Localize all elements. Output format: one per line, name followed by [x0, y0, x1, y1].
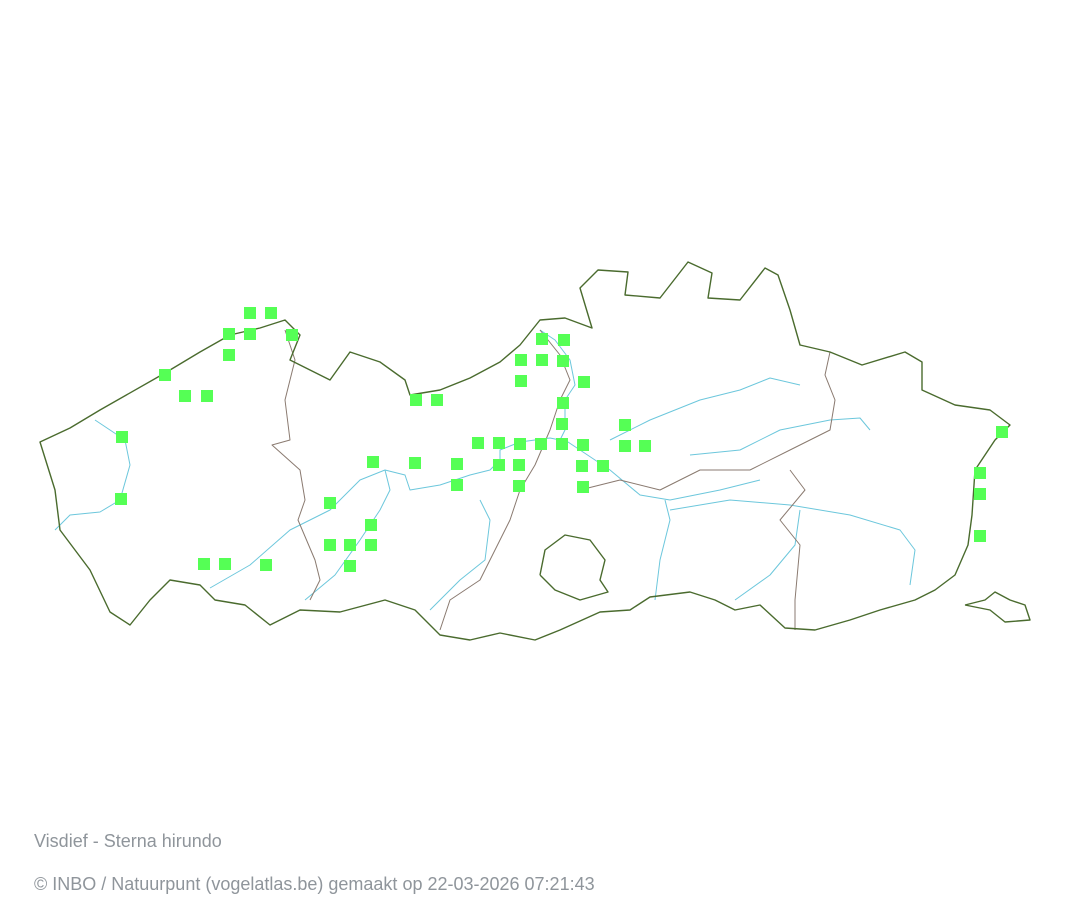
flanders-outline — [39, 261, 1011, 641]
presence-square — [367, 456, 379, 468]
presence-square — [493, 459, 505, 471]
presence-square — [597, 460, 609, 472]
presence-square — [535, 438, 547, 450]
river-dender — [429, 499, 491, 611]
presence-square — [974, 488, 986, 500]
presence-square — [514, 438, 526, 450]
presence-square — [344, 539, 356, 551]
presence-square — [265, 307, 277, 319]
presence-square — [115, 493, 127, 505]
border-antwerp-brabant-limburg — [579, 351, 836, 491]
presence-square — [201, 390, 213, 402]
presence-square — [556, 418, 568, 430]
presence-squares — [115, 307, 1008, 572]
presence-square — [260, 559, 272, 571]
map-title: Visdief - Sterna hirundo — [34, 831, 222, 851]
presence-square — [493, 437, 505, 449]
voeren-exclave — [964, 591, 1031, 623]
presence-square — [223, 328, 235, 340]
river-dijle — [734, 509, 801, 601]
presence-square — [409, 457, 421, 469]
presence-square — [472, 437, 484, 449]
presence-square — [324, 539, 336, 551]
presence-square — [244, 307, 256, 319]
presence-square — [557, 397, 569, 409]
presence-square — [223, 349, 235, 361]
presence-square — [619, 419, 631, 431]
river-zenne — [654, 499, 671, 601]
presence-square — [578, 376, 590, 388]
presence-square — [344, 560, 356, 572]
presence-square — [286, 329, 298, 341]
presence-square — [558, 334, 570, 346]
presence-square — [639, 440, 651, 452]
brussels-border — [539, 534, 609, 601]
presence-square — [431, 394, 443, 406]
border-east-flanders-brabant — [439, 329, 571, 631]
presence-square — [996, 426, 1008, 438]
presence-square — [324, 497, 336, 509]
river-demer — [689, 417, 871, 456]
border-limburg-brabant — [779, 469, 806, 630]
presence-square — [451, 479, 463, 491]
presence-square — [556, 438, 568, 450]
presence-square — [536, 333, 548, 345]
presence-square — [577, 481, 589, 493]
presence-square — [576, 460, 588, 472]
presence-square — [365, 539, 377, 551]
presence-square — [513, 480, 525, 492]
presence-square — [577, 439, 589, 451]
river-nete — [609, 377, 801, 441]
presence-square — [536, 354, 548, 366]
presence-square — [116, 431, 128, 443]
presence-square — [974, 467, 986, 479]
presence-square — [451, 458, 463, 470]
border-west-east-flanders — [271, 329, 321, 601]
presence-square — [974, 530, 986, 542]
presence-square — [619, 440, 631, 452]
presence-square — [513, 459, 525, 471]
river-leie — [304, 469, 391, 601]
presence-square — [515, 375, 527, 387]
presence-square — [219, 558, 231, 570]
region-outline — [39, 261, 1031, 641]
presence-square — [198, 558, 210, 570]
province-borders — [271, 329, 836, 631]
presence-square — [557, 355, 569, 367]
distribution-map — [39, 261, 1031, 641]
presence-square — [179, 390, 191, 402]
presence-square — [365, 519, 377, 531]
river-demer-south — [669, 499, 916, 586]
presence-square — [515, 354, 527, 366]
presence-square — [410, 394, 422, 406]
presence-square — [159, 369, 171, 381]
rivers — [54, 329, 916, 611]
map-credit: © INBO / Natuurpunt (vogelatlas.be) gema… — [34, 874, 595, 894]
presence-square — [244, 328, 256, 340]
